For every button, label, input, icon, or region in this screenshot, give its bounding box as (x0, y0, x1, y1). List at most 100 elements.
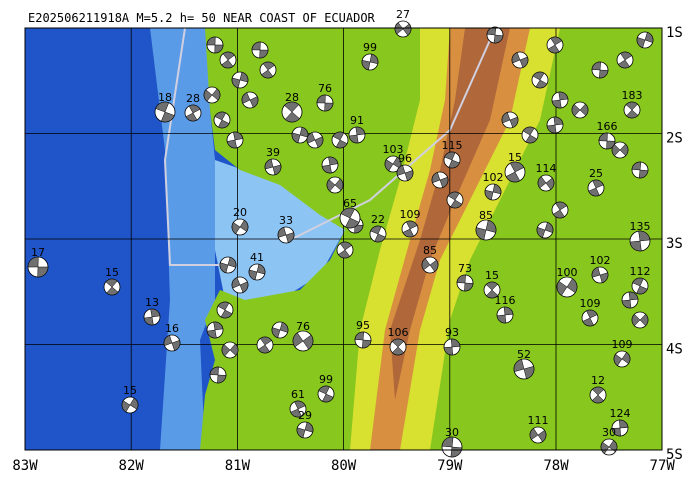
depth-label: 27 (396, 8, 410, 21)
depth-label: 15 (508, 151, 522, 164)
focal-mechanism (591, 266, 609, 284)
ball-quadrant (354, 331, 372, 349)
ball-quadrant (551, 91, 569, 109)
longitude-label: 82W (119, 458, 145, 474)
focal-mechanism (529, 426, 547, 444)
focal-mechanism (326, 176, 344, 194)
ball-quadrant (431, 172, 449, 188)
latitude-label: 2S (666, 131, 683, 147)
latitude-label: 1S (666, 25, 683, 41)
focal-mechanism (241, 91, 259, 109)
ball-quadrant (332, 131, 348, 149)
ball-quadrant (292, 332, 314, 350)
focal-mechanism (513, 358, 535, 380)
ball-quadrant (588, 179, 604, 197)
focal-mechanism (421, 256, 439, 274)
ball-quadrant (475, 219, 497, 241)
ball-quadrant (361, 53, 379, 71)
focal-mechanism (623, 101, 641, 119)
ball-quadrant (277, 226, 295, 243)
depth-label: 106 (388, 326, 409, 339)
depth-label: 76 (318, 82, 332, 95)
focal-mechanism (277, 226, 295, 244)
depth-label: 100 (557, 266, 578, 279)
ball-quadrant (396, 165, 414, 181)
focal-mechanism (264, 158, 282, 176)
ball-quadrant (556, 278, 578, 296)
ball-quadrant (629, 230, 651, 252)
depth-label: 30 (602, 426, 616, 439)
depth-label: 28 (186, 92, 200, 105)
ball-quadrant (209, 366, 227, 384)
ball-quadrant (631, 313, 649, 327)
ball-quadrant (306, 132, 324, 148)
ball-quadrant (155, 101, 175, 123)
focal-mechanism (613, 350, 631, 368)
focal-mechanism (631, 161, 649, 179)
ball-quadrant (505, 161, 525, 183)
focal-mechanism (537, 174, 555, 192)
ball-quadrant (203, 88, 221, 102)
ball-quadrant (484, 183, 502, 201)
focal-mechanism (361, 53, 379, 71)
focal-mechanism (143, 308, 161, 326)
ball-quadrant (598, 132, 616, 150)
longitude-label: 80W (331, 458, 357, 474)
depth-label: 99 (363, 41, 377, 54)
focal-mechanism (389, 338, 407, 356)
focal-mechanism (27, 256, 49, 278)
depth-label: 52 (517, 348, 531, 361)
ball-quadrant (271, 321, 289, 338)
focal-mechanism (291, 126, 309, 144)
focal-mechanism (431, 171, 449, 189)
ball-quadrant (636, 32, 654, 48)
ball-quadrant (582, 309, 598, 327)
depth-label: 41 (250, 251, 264, 264)
ball-quadrant (326, 178, 344, 192)
depth-label: 85 (479, 209, 493, 222)
ball-quadrant (296, 421, 314, 439)
focal-mechanism (531, 71, 549, 89)
ball-quadrant (219, 256, 237, 274)
depth-label: 20 (233, 206, 247, 219)
focal-mechanism (121, 396, 139, 414)
focal-mechanism (589, 386, 607, 404)
depth-label: 135 (630, 220, 651, 233)
ball-quadrant (206, 321, 224, 339)
longitude-label: 79W (437, 458, 463, 474)
focal-mechanism (396, 164, 414, 182)
depth-label: 22 (371, 213, 385, 226)
depth-label: 25 (589, 167, 603, 180)
ball-quadrant (529, 427, 547, 443)
ball-quadrant (370, 225, 386, 243)
focal-mechanism (496, 306, 514, 324)
depth-label: 111 (528, 414, 549, 427)
focal-mechanism (621, 291, 639, 309)
focal-mechanism (103, 278, 121, 296)
focal-mechanism (611, 141, 629, 159)
depth-label: 115 (442, 139, 463, 152)
focal-mechanism (213, 111, 231, 129)
ball-quadrant (121, 397, 139, 413)
ball-quadrant (546, 116, 564, 134)
focal-mechanism (231, 71, 249, 89)
ball-quadrant (522, 126, 538, 144)
depth-label: 109 (580, 297, 601, 310)
focal-mechanism (163, 334, 181, 352)
focal-mechanism (484, 183, 502, 201)
focal-mechanism (226, 131, 244, 149)
plate-boundary (163, 27, 220, 266)
focal-mechanism (256, 336, 274, 354)
longitude-label: 77W (650, 458, 676, 474)
depth-label: 102 (590, 254, 611, 267)
ball-quadrant (348, 126, 366, 144)
focal-mechanism (456, 274, 474, 292)
longitude-label: 78W (543, 458, 569, 474)
focal-mechanism (546, 116, 564, 134)
ball-quadrant (625, 101, 639, 119)
focal-mechanism (221, 341, 239, 359)
focal-mechanism (551, 201, 569, 219)
latitude-label: 3S (666, 236, 683, 252)
focal-mechanism (209, 366, 227, 384)
